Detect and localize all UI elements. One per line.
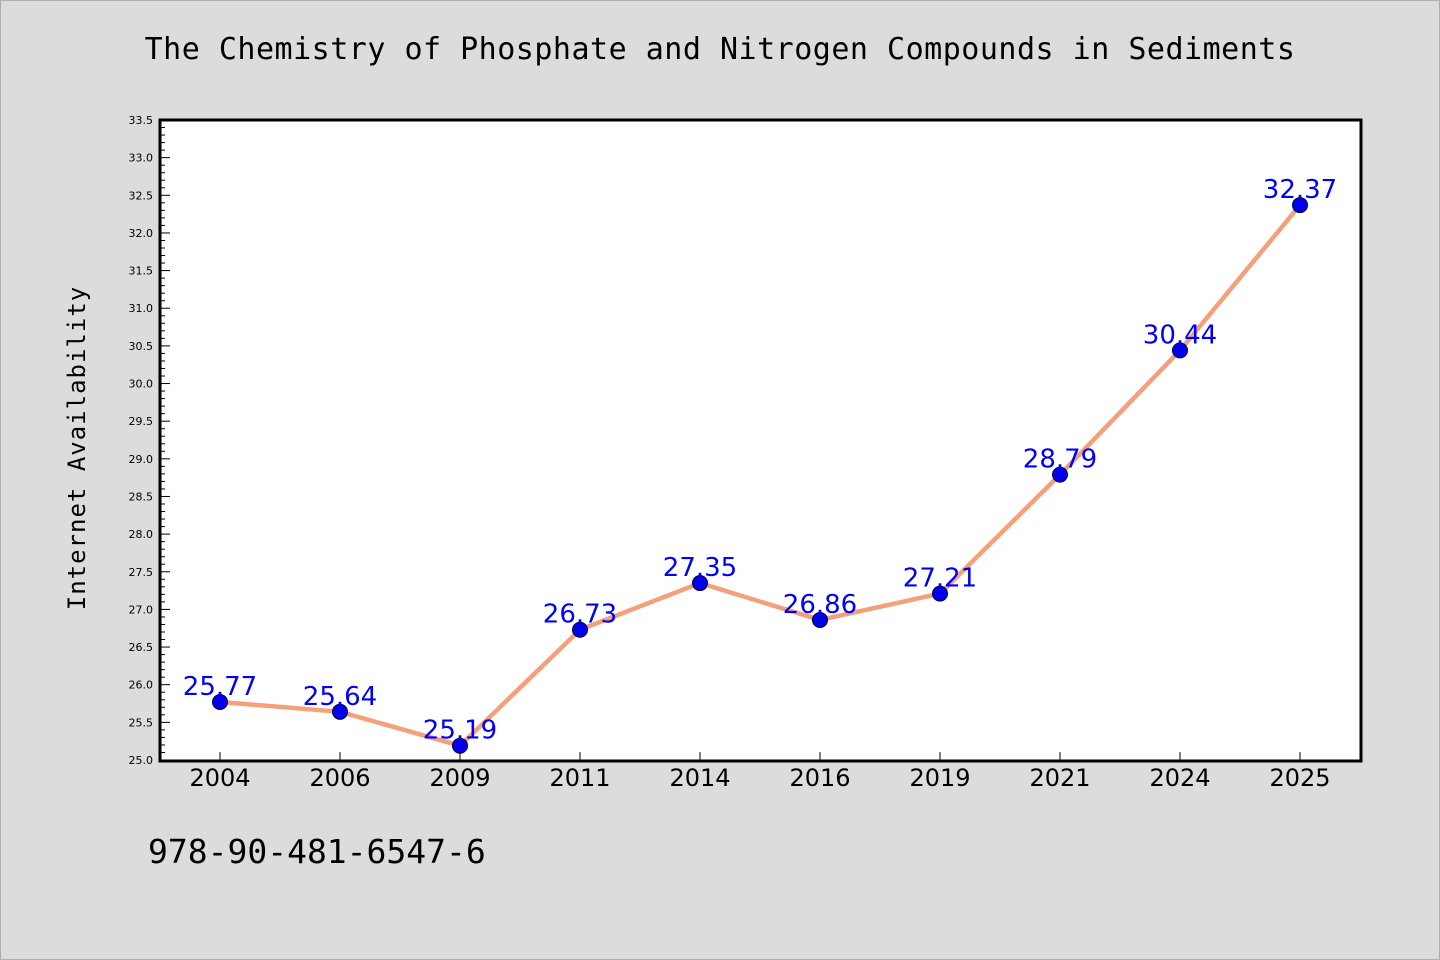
- x-tick-label: 2009: [429, 764, 490, 792]
- data-point: [1292, 197, 1308, 214]
- series-layer: [212, 197, 1308, 754]
- data-label: 25.19: [423, 716, 497, 746]
- y-tick-label: 29.0: [129, 453, 154, 466]
- y-tick-label: 33.5: [129, 114, 154, 127]
- y-tick-label: 28.0: [129, 528, 154, 541]
- data-label: 25.64: [303, 682, 377, 712]
- y-tick-label: 32.0: [129, 227, 154, 240]
- data-point: [692, 575, 708, 592]
- data-label: 27.35: [663, 553, 737, 583]
- y-tick-label: 31.5: [129, 265, 154, 278]
- y-tick-label: 30.5: [129, 340, 154, 353]
- data-label: 27.21: [903, 564, 977, 594]
- data-point: [572, 621, 588, 638]
- x-tick-label: 2024: [1149, 764, 1210, 792]
- data-point: [212, 694, 228, 711]
- isbn-text: 978-90-481-6547-6: [148, 832, 486, 871]
- y-tick-label: 31.0: [129, 302, 154, 315]
- y-tick-label: 27.5: [129, 566, 154, 579]
- data-label: 26.86: [783, 590, 857, 620]
- x-tick-label: 2021: [1029, 764, 1090, 792]
- series-line: [217, 202, 1303, 748]
- y-tick-label: 25.0: [129, 754, 154, 767]
- x-tick-label: 2006: [309, 764, 370, 792]
- y-tick-label: 25.5: [129, 716, 154, 729]
- data-label: 30.44: [1143, 320, 1217, 350]
- x-tick-label: 2011: [549, 764, 610, 792]
- y-axis: 25.0 25.5 26.0 26.5 27.0 27.5 28.0 28.5 29.0 29.5…: [129, 114, 170, 767]
- data-point: [332, 703, 348, 720]
- data-label: 32.37: [1263, 175, 1337, 205]
- x-tick-label: 2019: [909, 764, 970, 792]
- data-label: 26.73: [543, 600, 617, 630]
- data-label: 25.77: [183, 672, 257, 702]
- y-tick-label: 26.5: [129, 641, 154, 654]
- x-tick-label: 2014: [669, 764, 730, 792]
- x-tick-label: 2004: [189, 764, 250, 792]
- data-label: 28.79: [1023, 445, 1097, 475]
- y-tick-label: 29.5: [129, 415, 154, 428]
- data-point: [1172, 342, 1188, 359]
- data-point: [812, 611, 828, 628]
- y-tick-label: 27.0: [129, 603, 154, 616]
- x-tick-label: 2016: [789, 764, 850, 792]
- y-tick-label: 28.5: [129, 490, 154, 503]
- data-labels-layer: 25.77 25.64 25.19 26.73 27.35 26.86 27.21 28.79…: [183, 175, 1337, 746]
- y-tick-label: 33.0: [129, 152, 154, 165]
- y-tick-label: 30.0: [129, 378, 154, 391]
- chart-title: The Chemistry of Phosphate and Nitrogen …: [144, 32, 1296, 67]
- plot-area: [158, 118, 1363, 763]
- y-tick-label: 26.0: [129, 679, 154, 692]
- data-point: [452, 737, 468, 754]
- data-point: [932, 585, 948, 602]
- x-tick-label: 2025: [1269, 764, 1330, 792]
- x-axis: 2004 2006 2009 2011 2014 2016 2019 2021 2024 2025: [189, 752, 1331, 792]
- y-axis-label: Internet Availability: [63, 286, 91, 610]
- y-tick-label: 32.5: [129, 189, 154, 202]
- data-point: [1052, 466, 1068, 483]
